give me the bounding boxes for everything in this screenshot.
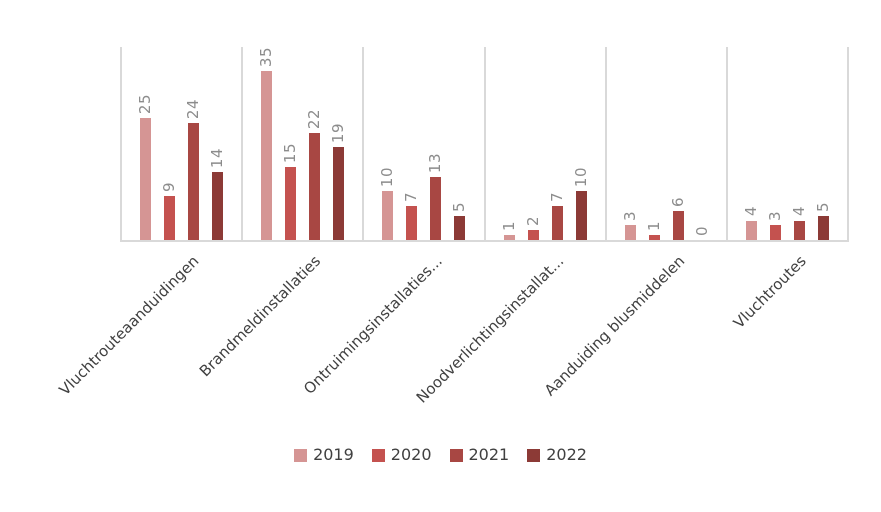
legend: 2019 2020 2021 2022 <box>0 447 881 463</box>
category-label: Vluchtrouteaanduidingen <box>55 252 203 399</box>
legend-item-2019: 2019 <box>294 447 354 463</box>
bar-2022 <box>454 215 466 240</box>
bar-value-label: 9 <box>160 182 179 193</box>
bar-value-label: 13 <box>426 152 445 173</box>
bar-column: 7 <box>402 47 421 240</box>
bar-value-label: 19 <box>329 123 348 144</box>
legend-marker-icon <box>371 448 385 462</box>
bar-column: 6 <box>668 47 687 240</box>
legend-label: 2022 <box>546 445 587 464</box>
legend-label: 2021 <box>468 445 510 464</box>
bar-value-label: 10 <box>378 167 397 188</box>
bar-2021 <box>551 205 563 240</box>
bar-2020 <box>527 230 539 240</box>
bar-column: 1 <box>644 47 663 240</box>
category-group: 25 9 24 14 <box>120 47 241 240</box>
bar-value-label: 22 <box>305 108 324 129</box>
bar-column: 35 <box>257 47 276 240</box>
bar-2020 <box>164 196 176 240</box>
category-label: Vluchtroutes <box>730 252 810 332</box>
bar-value-label: 10 <box>571 167 590 188</box>
legend-item-2022: 2022 <box>527 447 587 463</box>
bar-value-label: 5 <box>813 201 832 212</box>
bar-column: 19 <box>329 47 348 240</box>
bar-2022 <box>212 171 224 240</box>
bar-column: 14 <box>208 47 227 240</box>
bar-column: 2 <box>523 47 542 240</box>
bar-column: 10 <box>571 47 590 240</box>
bar-column: 15 <box>281 47 300 240</box>
bar-value-label: 1 <box>499 221 518 232</box>
bar-column: 13 <box>426 47 445 240</box>
bar-2021 <box>793 220 805 240</box>
bar-2020 <box>406 205 418 240</box>
bar-value-label: 0 <box>692 225 711 236</box>
bar-column: 3 <box>765 47 784 240</box>
bar-2021 <box>309 132 321 240</box>
bar-column: 5 <box>813 47 832 240</box>
bar-value-label: 14 <box>208 147 227 168</box>
category-label: Aanduiding blusmiddelen <box>540 252 689 400</box>
bar-value-label: 3 <box>620 211 639 222</box>
legend-marker-icon <box>449 448 463 462</box>
category-group: 35 15 22 19 <box>241 47 362 240</box>
bar-value-label: 5 <box>450 201 469 212</box>
bar-2020 <box>285 166 297 240</box>
bar-2019 <box>140 118 152 240</box>
bar-value-label: 7 <box>547 191 566 202</box>
bar-2021 <box>672 210 684 240</box>
category-group: 10 7 13 5 <box>362 47 483 240</box>
bar-2020 <box>769 225 781 240</box>
bar-column: 9 <box>160 47 179 240</box>
bar-column: 22 <box>305 47 324 240</box>
bar-2022 <box>333 147 345 240</box>
legend-item-2020: 2020 <box>371 445 432 464</box>
bar-column: 3 <box>620 47 639 240</box>
bar-column: 0 <box>692 47 711 240</box>
bar-2019 <box>503 235 515 240</box>
bar-value-label: 3 <box>765 211 784 222</box>
category-label: Ontruimingsinstallaties... <box>299 252 446 398</box>
bar-value-label: 35 <box>257 47 276 68</box>
legend-marker-icon <box>294 448 308 462</box>
bar-2019 <box>745 220 757 240</box>
bar-column: 7 <box>547 47 566 240</box>
bar-value-label: 24 <box>184 98 203 119</box>
bar-2021 <box>430 176 442 240</box>
bar-column: 4 <box>741 47 760 240</box>
bar-column: 10 <box>378 47 397 240</box>
bar-value-label: 25 <box>136 94 155 115</box>
bar-value-label: 4 <box>789 206 808 217</box>
bar-value-label: 4 <box>741 206 760 217</box>
bar-column: 25 <box>136 47 155 240</box>
legend-item-2021: 2021 <box>449 445 510 464</box>
bar-2022 <box>817 215 829 240</box>
bar-2019 <box>624 225 636 240</box>
bar-column: 1 <box>499 47 518 240</box>
bar-value-label: 7 <box>402 191 421 202</box>
legend-marker-icon <box>527 448 541 462</box>
category-group: 1 2 7 10 <box>483 47 605 240</box>
bar-column: 24 <box>184 47 203 240</box>
bar-2021 <box>188 123 200 240</box>
bar-2020 <box>648 235 660 240</box>
bar-value-label: 15 <box>281 142 300 163</box>
bar-value-label: 2 <box>523 216 542 227</box>
bar-column: 4 <box>789 47 808 240</box>
legend-label: 2019 <box>313 445 354 464</box>
bar-value-label: 6 <box>668 196 687 207</box>
bar-2019 <box>382 191 394 240</box>
bar-value-label: 1 <box>644 221 663 232</box>
bar-2022 <box>575 191 587 240</box>
legend-label: 2020 <box>390 445 432 464</box>
bar-2019 <box>261 71 273 240</box>
category-label: Brandmeldinstallaties <box>195 252 324 381</box>
bar-column: 5 <box>450 47 469 240</box>
plot-area: 25 9 24 14 35 15 22 19 10 7 13 5 1 2 7 10 3 1 6 0 4 3 4 5 <box>120 47 850 242</box>
